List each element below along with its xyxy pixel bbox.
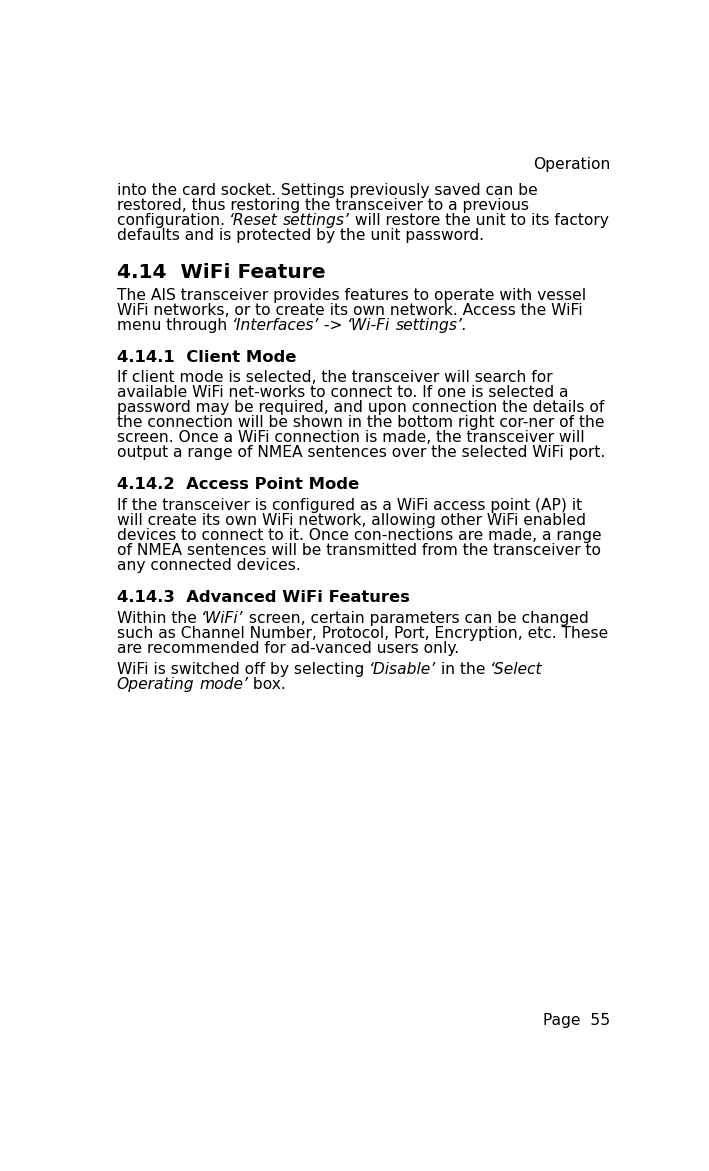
Text: settings’.: settings’. xyxy=(396,317,467,333)
Text: Operating: Operating xyxy=(116,677,194,692)
Text: WiFi networks, or to create its own network. Access the WiFi: WiFi networks, or to create its own netw… xyxy=(116,302,582,317)
Text: 4.14.3  Advanced WiFi Features: 4.14.3 Advanced WiFi Features xyxy=(116,590,409,605)
Text: Page  55: Page 55 xyxy=(543,1013,610,1028)
Text: ‘Interfaces’: ‘Interfaces’ xyxy=(232,317,319,333)
Text: Operation: Operation xyxy=(533,157,610,172)
Text: password may be required, and upon connection the details of: password may be required, and upon conne… xyxy=(116,400,604,416)
Text: ‘Select: ‘Select xyxy=(490,662,543,677)
Text: screen, certain parameters can be changed: screen, certain parameters can be change… xyxy=(244,611,588,626)
Text: The AIS transceiver provides features to operate with vessel: The AIS transceiver provides features to… xyxy=(116,288,586,302)
Text: any connected devices.: any connected devices. xyxy=(116,559,301,574)
Text: will create its own WiFi network, allowing other WiFi enabled: will create its own WiFi network, allowi… xyxy=(116,513,586,528)
Text: screen. Once a WiFi connection is made, the transceiver will: screen. Once a WiFi connection is made, … xyxy=(116,431,584,445)
Text: mode’: mode’ xyxy=(199,677,248,692)
Text: configuration.: configuration. xyxy=(116,213,230,228)
Text: devices to connect to it. Once con-nections are made, a range: devices to connect to it. Once con-necti… xyxy=(116,528,601,543)
Text: the connection will be shown in the bottom right cor-ner of the: the connection will be shown in the bott… xyxy=(116,416,604,431)
Text: in the: in the xyxy=(436,662,490,677)
Text: If the transceiver is configured as a WiFi access point (AP) it: If the transceiver is configured as a Wi… xyxy=(116,498,581,513)
Text: 4.14.2  Access Point Mode: 4.14.2 Access Point Mode xyxy=(116,478,359,492)
Text: available WiFi net-works to connect to. If one is selected a: available WiFi net-works to connect to. … xyxy=(116,385,568,400)
Text: into the card socket. Settings previously saved can be: into the card socket. Settings previousl… xyxy=(116,183,537,198)
Text: ->: -> xyxy=(319,317,347,333)
Text: settings’: settings’ xyxy=(283,213,350,228)
Text: Within the: Within the xyxy=(116,611,201,626)
Text: are recommended for ad-vanced users only.: are recommended for ad-vanced users only… xyxy=(116,641,459,656)
Text: will restore the unit to its factory: will restore the unit to its factory xyxy=(350,213,609,228)
Text: output a range of NMEA sentences over the selected WiFi port.: output a range of NMEA sentences over th… xyxy=(116,445,605,460)
Text: menu through: menu through xyxy=(116,317,232,333)
Text: If client mode is selected, the transceiver will search for: If client mode is selected, the transcei… xyxy=(116,370,552,385)
Text: ‘Reset: ‘Reset xyxy=(230,213,278,228)
Text: WiFi is switched off by selecting: WiFi is switched off by selecting xyxy=(116,662,369,677)
Text: ‘Wi-Fi: ‘Wi-Fi xyxy=(347,317,391,333)
Text: box.: box. xyxy=(248,677,286,692)
Text: of NMEA sentences will be transmitted from the transceiver to: of NMEA sentences will be transmitted fr… xyxy=(116,543,601,559)
Text: defaults and is protected by the unit password.: defaults and is protected by the unit pa… xyxy=(116,228,484,242)
Text: ‘WiFi’: ‘WiFi’ xyxy=(201,611,244,626)
Text: restored, thus restoring the transceiver to a previous: restored, thus restoring the transceiver… xyxy=(116,198,528,213)
Text: such as Channel Number, Protocol, Port, Encryption, etc. These: such as Channel Number, Protocol, Port, … xyxy=(116,626,608,641)
Text: ‘Disable’: ‘Disable’ xyxy=(369,662,436,677)
Text: 4.14.1  Client Mode: 4.14.1 Client Mode xyxy=(116,350,296,364)
Text: 4.14  WiFi Feature: 4.14 WiFi Feature xyxy=(116,263,325,282)
